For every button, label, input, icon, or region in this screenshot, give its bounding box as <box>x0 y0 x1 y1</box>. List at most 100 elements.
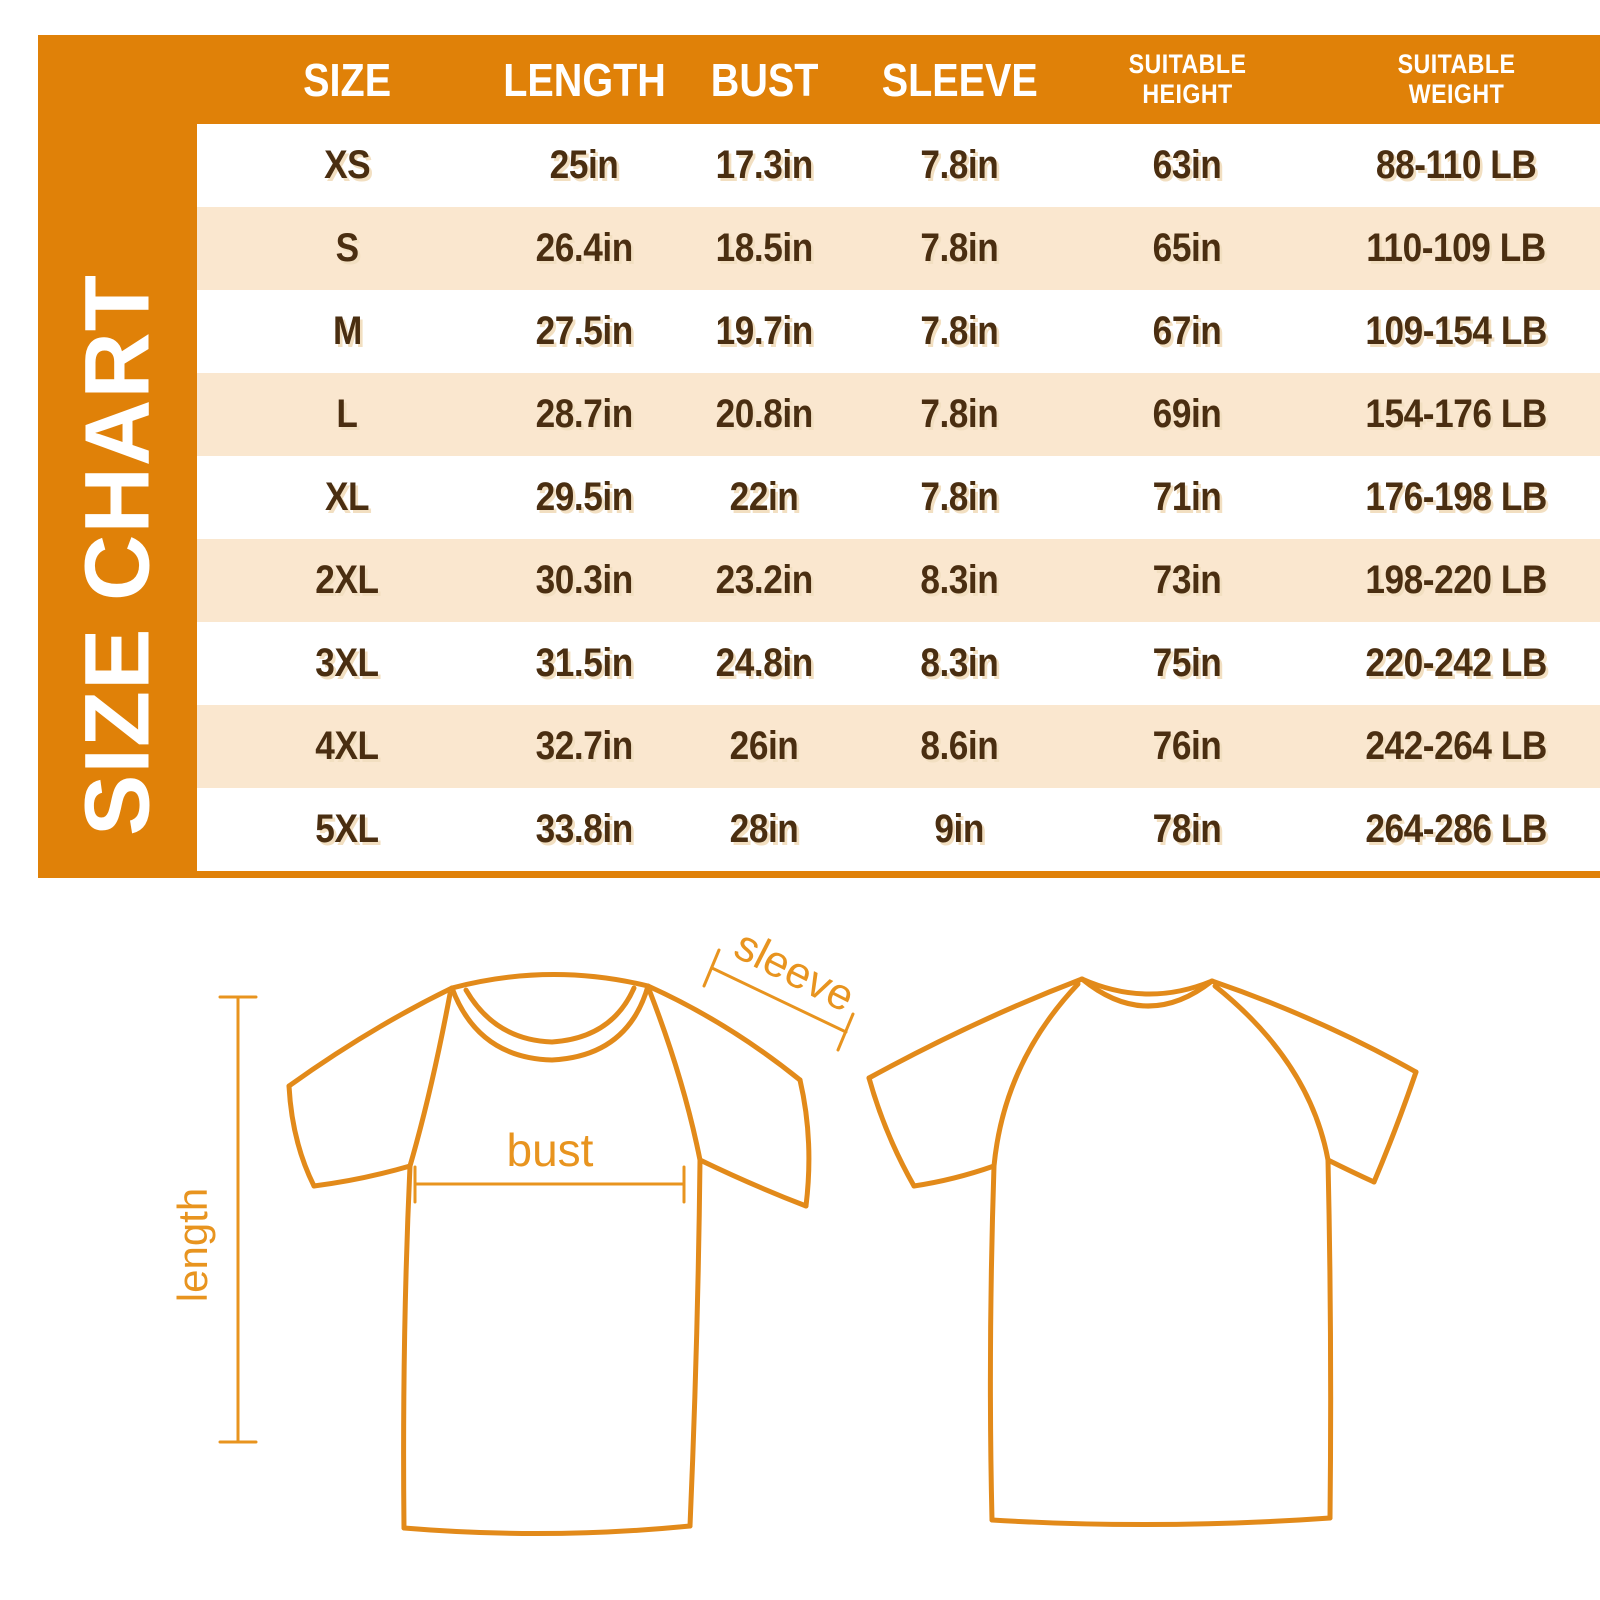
cell-value: 8.3in <box>920 558 999 602</box>
cell-value: 30.3in <box>535 558 634 602</box>
table-header-row: SIZE LENGTH BUST SLEEVE SUITABLE HEIGHT SUITAB… <box>197 35 1600 124</box>
column-header-line: SUITABLE <box>1128 48 1246 79</box>
cell-height: 67in <box>1148 309 1226 354</box>
cell-value: 264-286 LB <box>1365 807 1547 851</box>
cell-value: 7.8in <box>920 226 999 270</box>
cell-sleeve: 7.8in <box>915 475 1004 520</box>
cell-height: 75in <box>1148 641 1226 686</box>
cell-bust: 19.7in <box>709 309 819 354</box>
cell-value: XL <box>324 475 370 519</box>
cell-length: 26.4in <box>529 226 639 271</box>
cell-length: 32.7in <box>529 724 639 769</box>
cell-sleeve: 8.3in <box>915 641 1004 686</box>
cell-value: 26in <box>730 724 799 768</box>
cell-value: 63in <box>1152 143 1222 187</box>
cell-value: 2XL <box>315 558 379 602</box>
cell-value: 78in <box>1152 807 1222 851</box>
table-row: M 27.5in 19.7in 7.8in 67in 109-154 LB <box>197 290 1600 373</box>
cell-value: M <box>332 309 362 353</box>
cell-sleeve: 7.8in <box>915 143 1004 188</box>
cell-length: 27.5in <box>529 309 639 354</box>
sleeve-measure-line <box>702 948 855 1052</box>
column-header: LENGTH <box>490 57 679 103</box>
cell-weight: 110-109 LB <box>1354 226 1558 271</box>
cell-length: 31.5in <box>529 641 639 686</box>
cell-height: 63in <box>1148 143 1226 188</box>
size-table: SIZE LENGTH BUST SLEEVE SUITABLE HEIGHT SUITAB… <box>197 35 1600 878</box>
cell-value: 20.8in <box>715 392 814 436</box>
size-chart-panel: SIZE CHART SIZE LENGTH BUST SLEEVE SUITABLE H… <box>38 35 1600 878</box>
cell-weight: 220-242 LB <box>1353 641 1559 686</box>
column-header-line: HEIGHT <box>1141 78 1233 109</box>
cell-bust: 23.2in <box>709 558 819 603</box>
cell-sleeve: 8.6in <box>915 724 1004 769</box>
cell-sleeve: 9in <box>931 807 987 852</box>
cell-value: 76in <box>1152 724 1222 768</box>
cell-length: 33.8in <box>529 807 639 852</box>
cell-value: 73in <box>1152 558 1222 602</box>
cell-height: 73in <box>1148 558 1226 603</box>
column-header-line: SLEEVE <box>881 53 1038 106</box>
column-header: SUITABLE HEIGHT <box>1119 48 1256 109</box>
cell-value: 71in <box>1152 475 1222 519</box>
bust-label: bust <box>507 1124 594 1176</box>
cell-sleeve: 8.3in <box>915 558 1004 603</box>
cell-value: 109-154 LB <box>1365 309 1547 353</box>
cell-bust: 20.8in <box>709 392 819 437</box>
column-header: BUST <box>702 57 827 103</box>
cell-value: 242-264 LB <box>1365 724 1547 768</box>
size-chart-sidebar: SIZE CHART <box>38 35 197 878</box>
cell-bust: 17.3in <box>709 143 819 188</box>
column-header-line: WEIGHT <box>1408 78 1504 109</box>
cell-value: 28.7in <box>535 392 634 436</box>
table-row: 4XL 32.7in 26in 8.6in 76in 242-264 LB <box>197 705 1600 788</box>
cell-size: M <box>331 309 364 354</box>
cell-height: 71in <box>1148 475 1226 520</box>
cell-value: 28in <box>730 807 799 851</box>
column-header-line: SUITABLE <box>1397 48 1515 79</box>
cell-length: 25in <box>545 143 623 188</box>
cell-size: 3XL <box>311 641 383 686</box>
cell-value: 110-109 LB <box>1366 226 1546 270</box>
cell-bust: 28in <box>725 807 803 852</box>
cell-weight: 176-198 LB <box>1353 475 1559 520</box>
length-measure-line <box>218 995 258 1444</box>
cell-height: 65in <box>1148 226 1226 271</box>
cell-value: 3XL <box>315 641 379 685</box>
cell-size: L <box>335 392 359 437</box>
back-shirt-diagram <box>866 976 1419 1528</box>
cell-value: 154-176 LB <box>1365 392 1547 436</box>
cell-bust: 18.5in <box>709 226 819 271</box>
cell-value: 27.5in <box>535 309 634 353</box>
cell-value: XS <box>323 143 371 187</box>
size-chart-title: SIZE CHART <box>66 274 168 836</box>
column-header-line: LENGTH <box>503 53 666 106</box>
cell-value: 220-242 LB <box>1365 641 1547 685</box>
cell-size: 2XL <box>311 558 383 603</box>
column-header: SUITABLE WEIGHT <box>1388 48 1525 109</box>
cell-value: 33.8in <box>535 807 634 851</box>
cell-value: 31.5in <box>535 641 634 685</box>
cell-size: XS <box>321 143 373 188</box>
cell-value: 65in <box>1152 226 1222 270</box>
cell-size: 4XL <box>311 724 383 769</box>
cell-weight: 264-286 LB <box>1353 807 1559 852</box>
cell-weight: 242-264 LB <box>1353 724 1559 769</box>
cell-weight: 198-220 LB <box>1353 558 1559 603</box>
table-row: XL 29.5in 22in 7.8in 71in 176-198 LB <box>197 456 1600 539</box>
cell-size: XL <box>322 475 372 520</box>
cell-length: 28.7in <box>529 392 639 437</box>
cell-value: 23.2in <box>715 558 814 602</box>
column-header: SLEEVE <box>869 57 1051 103</box>
cell-size: S <box>334 226 360 271</box>
cell-weight: 154-176 LB <box>1353 392 1559 437</box>
cell-value: 7.8in <box>920 392 999 436</box>
cell-value: 9in <box>934 807 985 851</box>
cell-value: 7.8in <box>920 143 999 187</box>
cell-height: 78in <box>1148 807 1226 852</box>
column-header-line: BUST <box>710 53 819 106</box>
cell-value: 4XL <box>315 724 379 768</box>
cell-length: 30.3in <box>529 558 639 603</box>
cell-height: 76in <box>1148 724 1226 769</box>
cell-value: S <box>335 226 359 270</box>
